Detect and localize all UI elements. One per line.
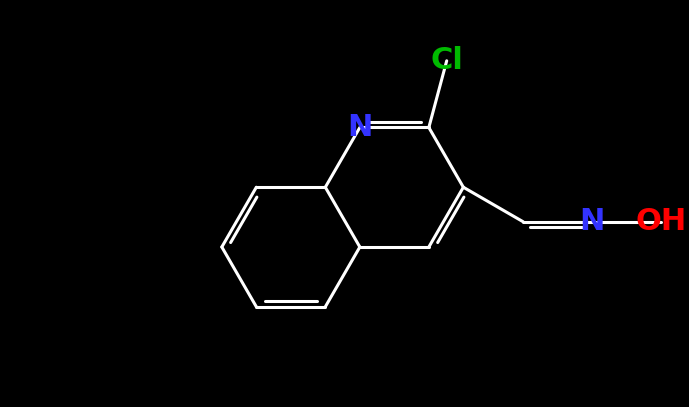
Text: N: N bbox=[347, 113, 373, 142]
Text: N: N bbox=[579, 207, 605, 236]
Text: Cl: Cl bbox=[430, 46, 463, 75]
Text: OH: OH bbox=[635, 207, 687, 236]
